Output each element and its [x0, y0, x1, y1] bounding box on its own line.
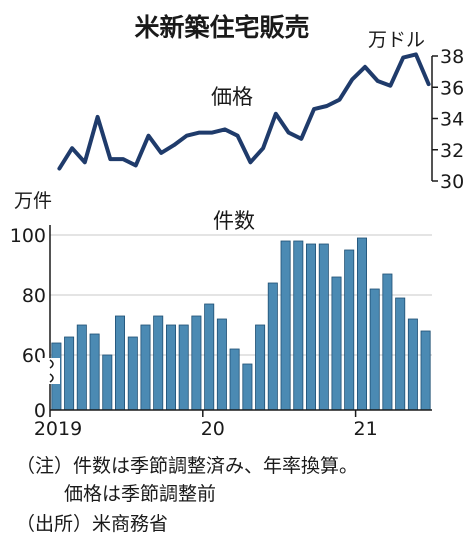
note-line-2: 価格は季節調整前 [64, 483, 217, 505]
sales-bar [356, 237, 367, 411]
sales-tick-label: 80 [22, 285, 46, 307]
sales-bar [255, 324, 266, 411]
source-note: （出所）米商務省 [16, 513, 169, 535]
sales-bar [344, 249, 355, 411]
sales-bar [76, 324, 87, 411]
sales-bar [204, 303, 215, 411]
sales-tick-label: 100 [10, 225, 46, 247]
price-y-ticks: 30 32 34 36 38 [432, 46, 464, 193]
sales-bar [229, 348, 240, 411]
price-tick-label: 32 [440, 140, 464, 162]
sales-gridlines [50, 234, 432, 356]
sales-bar [280, 240, 291, 411]
price-tick-label: 38 [440, 46, 464, 68]
sales-x-tick-label: 20 [201, 418, 225, 440]
chart-title: 米新築住宅販売 [134, 13, 309, 42]
sales-bar [127, 336, 138, 411]
sales-bar [242, 363, 253, 411]
sales-bar [153, 315, 164, 411]
sales-y-ticks: 0 60 80 100 [10, 225, 46, 422]
sales-bar [64, 336, 75, 411]
price-series-line [57, 52, 431, 171]
sales-bar [102, 354, 113, 411]
sales-bar [267, 282, 278, 411]
sales-bar [140, 324, 151, 411]
sales-unit-label: 万件 [14, 190, 52, 212]
sales-bar [216, 318, 227, 411]
sales-bar [331, 276, 342, 411]
price-series-label: 価格 [211, 85, 253, 109]
sales-bar [407, 318, 418, 411]
sales-bar [165, 324, 176, 411]
sales-bars [51, 237, 431, 411]
sales-bar [318, 243, 329, 411]
note-line-1: （注）件数は季節調整済み、年率換算。 [16, 455, 359, 477]
price-line-chart: 万ドル 価格 30 32 34 36 38 [57, 29, 464, 193]
sales-bar [191, 315, 202, 411]
price-unit-label: 万ドル [368, 29, 425, 51]
sales-bar [420, 330, 431, 411]
sales-bar [293, 240, 304, 411]
sales-x-ticks: 2019 20 21 [34, 410, 378, 440]
sales-series-label: 件数 [213, 209, 255, 233]
price-tick-label: 36 [440, 77, 464, 99]
price-tick-label: 30 [440, 171, 464, 193]
sales-bar [382, 273, 393, 411]
axis-break-mark [40, 358, 60, 384]
sales-bar [89, 333, 100, 411]
price-tick-label: 34 [440, 109, 464, 131]
sales-bar-chart: 万件 件数 0 60 80 100 2019 20 21 [10, 190, 432, 440]
sales-tick-label: 0 [34, 400, 46, 422]
sales-bar [369, 288, 380, 411]
sales-bar [305, 243, 316, 411]
sales-tick-label: 60 [22, 345, 46, 367]
sales-x-tick-label: 2019 [34, 418, 82, 440]
sales-bar [178, 324, 189, 411]
sales-x-tick-label: 21 [354, 418, 378, 440]
sales-bar [115, 315, 126, 411]
sales-bar [395, 297, 406, 411]
